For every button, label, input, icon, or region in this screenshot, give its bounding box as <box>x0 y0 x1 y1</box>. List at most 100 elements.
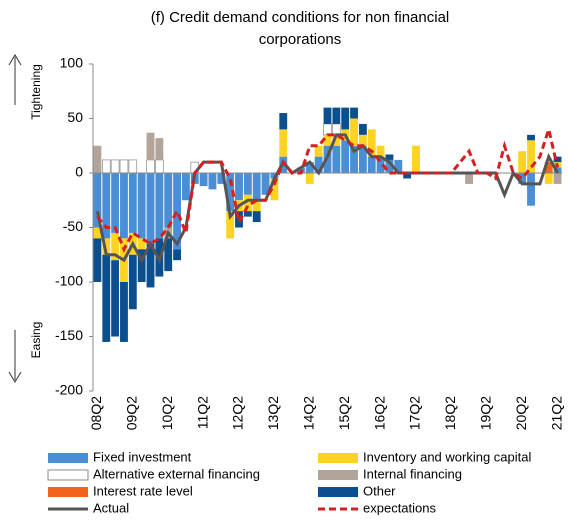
bar-segment <box>137 238 146 250</box>
arrow-head <box>8 371 22 383</box>
bar-segment <box>252 173 261 201</box>
legend-label: Other <box>363 483 396 498</box>
x-tick-label: 20Q2 <box>513 396 529 430</box>
bar-segment <box>217 173 226 184</box>
bar-segment <box>385 154 394 160</box>
legend-swatch <box>318 453 358 463</box>
x-tick-label: 10Q2 <box>159 396 175 430</box>
bar-segment <box>341 140 350 173</box>
y-tick-label: 0 <box>75 164 83 180</box>
bar-segment <box>111 260 120 337</box>
bar-segment <box>102 254 111 342</box>
x-tick-label: 15Q2 <box>336 396 352 430</box>
bar-segment <box>323 107 332 124</box>
bar-segment <box>146 132 155 160</box>
legend-swatch <box>48 453 88 463</box>
legend-swatch <box>318 487 358 497</box>
bar-segment <box>102 173 111 239</box>
bar-segment <box>243 194 252 212</box>
bar-segment <box>412 145 420 173</box>
bar-segment <box>128 254 137 310</box>
legend-label: Fixed investment <box>93 449 192 464</box>
legend-swatch <box>47 469 89 481</box>
legend-label: expectations <box>363 500 436 515</box>
bar-segment <box>173 249 181 261</box>
bar-segment <box>544 173 553 184</box>
bar-segment <box>358 134 367 146</box>
legend-swatch <box>318 470 358 480</box>
bar-segment <box>226 173 235 212</box>
bar-segment <box>199 173 208 187</box>
bar-segment <box>173 173 181 250</box>
bar-segment <box>111 232 120 261</box>
legend-label: Alternative external financing <box>93 466 260 481</box>
bar-segment <box>341 107 350 130</box>
bar-segment <box>270 178 279 201</box>
x-tick-label: 17Q2 <box>407 396 423 430</box>
bar-segment <box>146 173 155 244</box>
y-tick-label: -150 <box>55 327 83 343</box>
bar-segment <box>181 173 190 201</box>
bar-segment <box>518 173 527 184</box>
arrow-head <box>8 54 22 66</box>
bar-segment <box>367 156 376 173</box>
bar-segment <box>403 173 412 179</box>
bar-segment <box>332 123 341 136</box>
bar-segment <box>358 145 367 173</box>
bar-segment <box>376 156 385 173</box>
x-tick-label: 13Q2 <box>265 396 281 430</box>
bar-segment <box>279 129 288 157</box>
bar-segment <box>350 118 358 146</box>
bar-segment <box>465 173 474 184</box>
bar-segment <box>120 173 128 239</box>
bar-segment <box>128 159 138 174</box>
bar-segment <box>102 238 111 255</box>
bar-segment <box>323 123 332 136</box>
bar-segment <box>93 145 102 173</box>
bar-segment <box>146 159 155 174</box>
x-tick-label: 14Q2 <box>301 396 317 430</box>
bar-segment <box>155 173 164 239</box>
bar-segment <box>93 227 102 239</box>
bar-segment <box>544 162 553 173</box>
x-tick-label: 16Q2 <box>371 396 387 430</box>
bar-segment <box>137 249 146 282</box>
bar-segment <box>119 159 129 174</box>
bar-segment <box>146 243 155 288</box>
bar-segment <box>518 151 527 173</box>
legend-label: Internal financing <box>363 466 462 481</box>
bar-segment <box>527 140 535 173</box>
y-tick-label: -100 <box>55 273 83 289</box>
bar-segment <box>226 211 235 239</box>
bar-segment <box>527 173 535 206</box>
bar-segment <box>208 173 217 190</box>
chart-title: (f) Credit demand conditions for non fin… <box>151 9 450 26</box>
bar-segment <box>164 238 173 272</box>
annotation: Easing <box>29 322 43 359</box>
bar-segment <box>93 238 102 282</box>
bar-segment <box>279 113 288 130</box>
bar-segment <box>527 134 535 141</box>
line-series <box>96 123 560 253</box>
bar-segment <box>394 159 403 173</box>
x-tick-label: 12Q2 <box>230 396 246 430</box>
bar-segment <box>120 282 128 342</box>
bar-segment <box>314 156 323 173</box>
bar-segment <box>243 173 252 195</box>
legend-label: Interest rate level <box>93 483 193 498</box>
bar-segment <box>128 173 137 233</box>
bar-segment <box>252 211 261 223</box>
bar-segment <box>305 173 314 184</box>
bar-segment <box>553 156 562 163</box>
bar-segment <box>252 200 261 212</box>
bar-segment <box>305 162 314 173</box>
bar-segment <box>553 173 562 184</box>
bar-segment <box>243 211 252 217</box>
bar-segment <box>111 173 120 233</box>
bar-segment <box>93 173 102 228</box>
legend-label: Inventory and working capital <box>363 449 531 464</box>
bar-segment <box>110 159 120 174</box>
bar-segment <box>358 123 367 135</box>
bar-segment <box>350 145 358 173</box>
bar-segment <box>155 138 164 160</box>
